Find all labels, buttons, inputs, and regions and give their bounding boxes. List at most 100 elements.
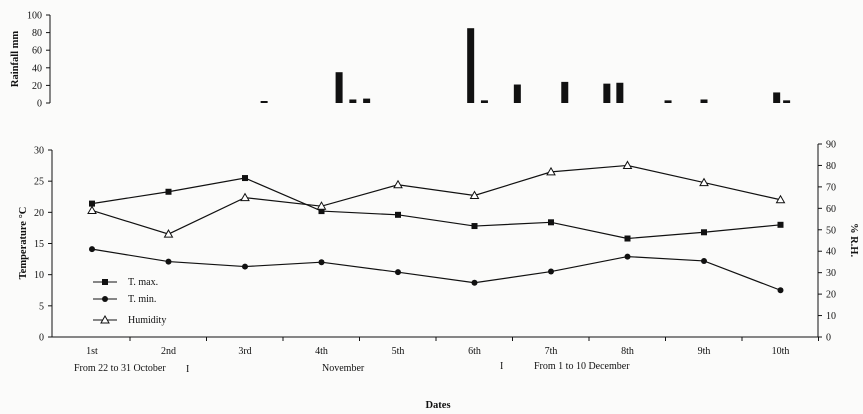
series-lines xyxy=(91,164,781,291)
tmin-point xyxy=(165,258,172,265)
humidity-point xyxy=(699,177,709,187)
humidity-point xyxy=(240,192,250,202)
rainfall-y-tick-label: 100 xyxy=(27,11,42,22)
humidity-point xyxy=(546,166,556,176)
rainfall-y-tick-label: 80 xyxy=(32,28,42,39)
period-november: November xyxy=(322,363,365,374)
x-tick-label: 9th xyxy=(698,346,711,357)
tmin-point xyxy=(318,259,325,266)
legend-item-humidity: Humidity xyxy=(93,314,166,326)
temperature-y-tick-label: 30 xyxy=(34,146,44,157)
rainfall-bar xyxy=(561,81,569,103)
rainfall-y-tick-label: 60 xyxy=(32,46,42,57)
humidity-y-ticks: 0 10 20 30 40 50 60 70 80 90 xyxy=(818,140,836,344)
tmin-point xyxy=(471,279,478,286)
x-tick-label: 7th xyxy=(545,346,558,357)
temperature-y-tick-label: 0 xyxy=(39,333,44,344)
legend-label-humidity: Humidity xyxy=(128,315,166,326)
humidity-y-tick-label: 80 xyxy=(826,161,836,172)
legend-triangle-marker xyxy=(100,314,110,324)
tmin-point xyxy=(89,246,95,253)
rainfall-bar xyxy=(349,99,357,103)
tmin-point xyxy=(624,253,631,260)
tmax-point xyxy=(471,223,478,230)
rainfall-bar xyxy=(513,84,521,103)
rainfall-bar xyxy=(260,101,268,103)
x-tick-label: 2nd xyxy=(161,346,176,357)
tmax-point xyxy=(548,219,554,226)
temperature-axis-title: Temperature °C xyxy=(18,207,29,280)
x-tick-label: 10th xyxy=(772,346,790,357)
humidity-point xyxy=(775,194,786,204)
rainfall-y-tick-label: 40 xyxy=(32,63,42,74)
rainfall-bar xyxy=(603,83,611,103)
temperature-y-tick-label: 25 xyxy=(34,177,44,188)
humidity-axis-title: % R.H. xyxy=(848,223,859,258)
rainfall-y-tick-label: 20 xyxy=(32,81,42,92)
humidity-y-tick-label: 70 xyxy=(826,182,836,193)
series-line-triangle xyxy=(91,164,781,235)
legend: T. max. T. min. Humidity xyxy=(93,277,166,326)
rainfall-bar xyxy=(363,98,371,103)
legend-label-tmax: T. max. xyxy=(128,277,158,288)
rainfall-y-tick-label: 0 xyxy=(37,99,42,110)
rainfall-y-ticks: 0 20 40 60 80 100 xyxy=(27,11,50,110)
humidity-point xyxy=(87,205,97,214)
x-tick-label: 4th xyxy=(315,346,328,357)
series-line-square xyxy=(91,177,781,240)
humidity-y-tick-label: 0 xyxy=(826,333,831,344)
tmin-point xyxy=(395,269,401,276)
legend-circle-marker xyxy=(102,296,108,302)
legend-label-tmin: T. min. xyxy=(128,294,156,305)
humidity-y-tick-label: 10 xyxy=(826,311,836,322)
tmax-point xyxy=(89,200,95,207)
humidity-point xyxy=(622,160,633,169)
humidity-y-tick-label: 30 xyxy=(826,268,836,279)
tmax-point xyxy=(165,188,172,195)
rainfall-bar xyxy=(616,82,624,103)
tmax-point xyxy=(318,208,325,215)
legend-square-marker xyxy=(102,279,108,285)
temperature-humidity-panel: 0 5 10 15 20 25 30 0 10 20 30 40 50 60 70 80 90 1st 2nd 3… xyxy=(18,140,859,412)
humidity-y-tick-label: 40 xyxy=(826,247,836,258)
series-line-circle xyxy=(91,248,781,291)
tmin-point xyxy=(701,257,707,264)
humidity-y-tick-label: 50 xyxy=(826,225,836,236)
tmin-point xyxy=(777,287,784,294)
x-tick-label: 8th xyxy=(621,346,634,357)
tmax-point xyxy=(242,175,248,182)
tmax-point xyxy=(395,211,401,218)
humidity-y-tick-label: 90 xyxy=(826,140,836,151)
temperature-y-tick-label: 15 xyxy=(34,239,44,250)
rainfall-bar xyxy=(783,100,791,103)
rainfall-bar xyxy=(664,100,672,103)
x-ticks: 1st 2nd 3rd 4th 5th 6th 7th 8th 9th 10th xyxy=(86,337,819,357)
humidity-point xyxy=(393,179,403,189)
humidity-point xyxy=(469,190,480,199)
humidity-y-tick-label: 20 xyxy=(826,290,836,301)
tmax-point xyxy=(701,229,707,236)
legend-item-tmin: T. min. xyxy=(93,294,156,305)
period-separator-2: I xyxy=(500,361,503,372)
x-tick-label: 1st xyxy=(86,346,98,357)
rainfall-bar xyxy=(773,92,781,103)
rainfall-panel: 0 20 40 60 80 100 Rainfall mm xyxy=(10,11,791,110)
legend-item-tmax: T. max. xyxy=(93,277,158,288)
rainfall-bar xyxy=(335,72,343,103)
tmax-point xyxy=(624,235,631,242)
tmin-point xyxy=(548,268,554,275)
period-december: From 1 to 10 December xyxy=(534,361,630,372)
rainfall-bar xyxy=(700,99,708,103)
tmin-point xyxy=(242,263,248,270)
rainfall-bars xyxy=(260,28,791,104)
x-tick-label: 5th xyxy=(392,346,405,357)
humidity-point xyxy=(163,229,174,238)
period-separator-1: I xyxy=(186,364,189,375)
x-tick-label: 6th xyxy=(468,346,481,357)
temperature-y-ticks: 0 5 10 15 20 25 30 xyxy=(34,146,52,344)
tmax-point xyxy=(777,221,784,228)
rainfall-bar xyxy=(467,28,475,104)
x-tick-label: 3rd xyxy=(238,346,251,357)
